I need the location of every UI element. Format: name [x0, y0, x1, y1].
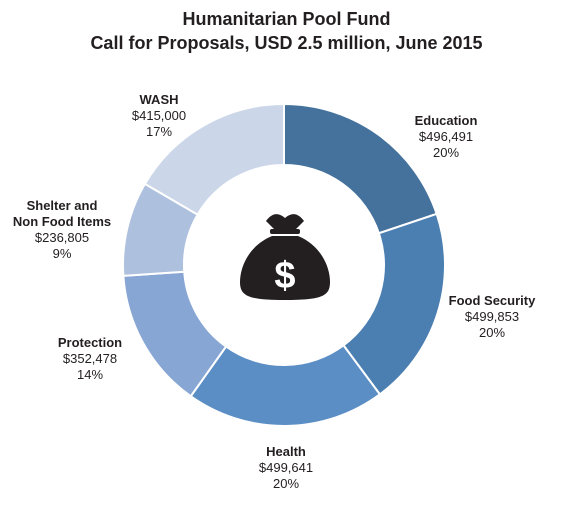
money-bag-icon: $: [240, 214, 330, 300]
slice-percent: 9%: [52, 246, 72, 261]
slice-wash: [143, 102, 285, 216]
slice-amount: $352,478: [62, 351, 118, 366]
slice-percent: 20%: [272, 476, 300, 491]
slice-label-food-security: Food Security $499,853 20%: [412, 293, 572, 341]
slice-amount: $499,641: [258, 460, 314, 475]
slice-amount: $499,853: [464, 309, 520, 324]
slice-amount: $415,000: [131, 108, 187, 123]
slice-name: Education: [414, 113, 478, 128]
slice-name: Food Security: [448, 293, 536, 308]
slice-percent: 14%: [76, 367, 104, 382]
slice-label-education: Education $496,491 20%: [346, 113, 546, 161]
slice-amount: $236,805: [34, 230, 90, 245]
slice-label-protection: Protection $352,478 14%: [0, 335, 180, 383]
slice-name-line-2: Non Food Items: [12, 214, 112, 229]
slice-name: Health: [266, 444, 306, 459]
slice-amount: $496,491: [418, 129, 474, 144]
slice-name-line-1: Shelter and: [26, 198, 98, 213]
chart-title: Humanitarian Pool Fund: [182, 9, 391, 29]
slice-percent: 20%: [478, 325, 506, 340]
chart-subtitle: Call for Proposals, USD 2.5 million, Jun…: [90, 33, 483, 53]
slice-label-health: Health $499,641 20%: [186, 444, 386, 492]
slice-name: Protection: [57, 335, 123, 350]
slice-label-wash: WASH $415,000 17%: [59, 92, 259, 140]
slice-percent: 17%: [145, 124, 173, 139]
donut-slices: [122, 102, 446, 427]
svg-text:$: $: [274, 255, 295, 297]
slice-percent: 20%: [432, 145, 460, 160]
slice-name: WASH: [139, 92, 179, 107]
slice-label-shelter-nfi: Shelter and Non Food Items $236,805 9%: [0, 198, 124, 262]
